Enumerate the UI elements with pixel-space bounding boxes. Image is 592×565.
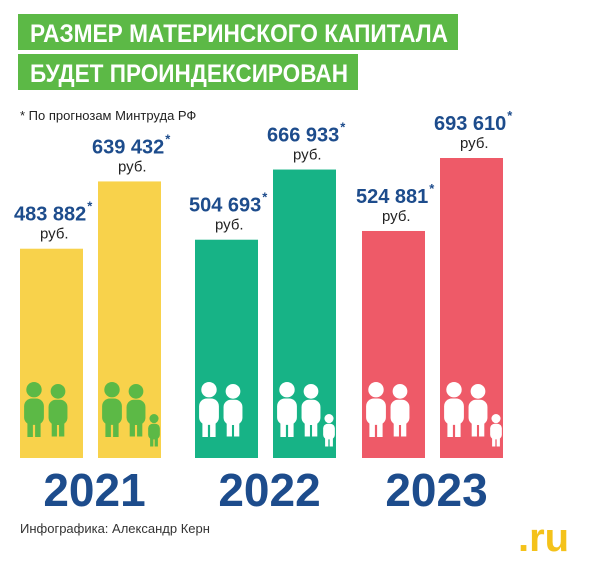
icon: [377, 419, 383, 437]
icon: [129, 419, 135, 437]
icon: [455, 419, 461, 437]
year-label: 2021: [43, 464, 145, 516]
year-label: 2022: [218, 464, 320, 516]
icon: [234, 419, 240, 437]
icon: [304, 419, 310, 437]
icon: [280, 419, 286, 437]
asterisk: *: [262, 190, 268, 205]
icon: [105, 419, 111, 437]
unit-label: руб.: [40, 226, 69, 243]
icon: [369, 419, 375, 437]
icon: [149, 414, 159, 424]
icon: [50, 384, 66, 399]
icon: [491, 414, 501, 424]
unit-label: руб.: [382, 208, 411, 225]
icon: [226, 419, 232, 437]
icon: [368, 382, 384, 398]
value-label: 483 882: [14, 204, 86, 226]
icon: [51, 419, 57, 437]
icon: [279, 382, 295, 398]
icon: [150, 436, 154, 447]
icon: [137, 419, 143, 437]
value-label: 693 610: [434, 113, 506, 135]
icon: [468, 399, 488, 425]
icon: [113, 419, 119, 437]
family-icon: [102, 382, 160, 447]
family-icon: [24, 382, 68, 437]
family-icon: [199, 382, 243, 437]
title-banner: [18, 54, 358, 90]
icon: [102, 398, 122, 425]
icon: [128, 384, 144, 399]
icon: [447, 419, 453, 437]
credit: Инфографика: Александр Керн: [20, 521, 210, 536]
icon: [48, 399, 68, 425]
icon: [201, 382, 217, 398]
icon: [470, 384, 486, 399]
asterisk: *: [165, 131, 171, 146]
icon: [199, 398, 219, 425]
value-label: 639 432: [92, 136, 164, 158]
unit-label: руб.: [118, 158, 147, 175]
icon: [392, 384, 408, 399]
icon: [26, 382, 42, 398]
icon: [496, 436, 500, 447]
icon: [444, 398, 464, 425]
note: * По прогнозам Минтруда РФ: [20, 108, 196, 123]
value-label: 524 881: [356, 186, 428, 208]
icon: [479, 419, 485, 437]
icon: [393, 419, 399, 437]
icon: [366, 398, 386, 425]
icon: [492, 436, 496, 447]
icon: [401, 419, 407, 437]
unit-label: руб.: [215, 217, 244, 234]
unit-label: руб.: [293, 147, 322, 164]
icon: [446, 382, 462, 398]
icon: [148, 423, 160, 440]
icon: [323, 423, 335, 440]
icon: [303, 384, 319, 399]
icon: [202, 419, 208, 437]
icon: [27, 419, 33, 437]
title-line: РАЗМЕР МАТЕРИНСКОГО КАПИТАЛА: [30, 20, 448, 48]
icon: [312, 419, 318, 437]
value-label: 504 693: [189, 195, 261, 217]
asterisk: *: [507, 108, 513, 123]
icon: [223, 399, 243, 425]
family-icon: [277, 382, 335, 447]
icon: [490, 423, 502, 440]
icon: [104, 382, 120, 398]
icon: [59, 419, 65, 437]
icon: [35, 419, 41, 437]
icon: [126, 399, 146, 425]
family-icon: [444, 382, 502, 447]
icon: [329, 436, 333, 447]
asterisk: *: [429, 181, 435, 196]
icon: [210, 419, 216, 437]
family-icon: [366, 382, 410, 437]
asterisk: *: [340, 120, 346, 135]
value-label: 666 933: [267, 125, 339, 147]
year-label: 2023: [385, 464, 487, 516]
icon: [225, 384, 241, 399]
icon: [288, 419, 294, 437]
icon: [390, 399, 410, 425]
title-banner: [18, 14, 458, 50]
title-line: БУДЕТ ПРОИНДЕКСИРОВАН: [30, 60, 348, 88]
icon: [277, 398, 297, 425]
icon: [154, 436, 158, 447]
icon: [471, 419, 477, 437]
logo: .ru: [518, 516, 569, 560]
icon: [24, 398, 44, 425]
icon: [301, 399, 321, 425]
icon: [324, 414, 334, 424]
icon: [325, 436, 329, 447]
unit-label: руб.: [460, 135, 489, 152]
asterisk: *: [87, 199, 93, 214]
